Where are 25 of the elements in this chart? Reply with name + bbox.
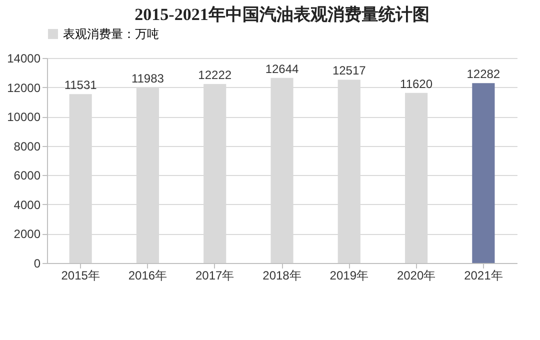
- y-tick-label: 14000: [7, 52, 41, 66]
- y-tick-label: 6000: [14, 168, 41, 183]
- data-label: 11531: [64, 78, 98, 92]
- data-label: 12644: [265, 62, 300, 76]
- x-tick-label: 2019年: [330, 268, 368, 282]
- data-label: 12517: [332, 64, 366, 78]
- x-tick-label: 2017年: [196, 268, 234, 282]
- data-label: 11620: [400, 76, 433, 91]
- data-label: 12222: [198, 68, 232, 82]
- data-label: 12282: [466, 67, 500, 82]
- x-tick-label: 2021年: [464, 268, 503, 282]
- y-tick-label: 0: [34, 256, 41, 270]
- x-tick-label: 2015年: [61, 268, 100, 282]
- x-tick-label: 2016年: [128, 268, 168, 282]
- legend-label: 表观消费量：万吨: [63, 27, 159, 41]
- x-tick-label: 2020年: [396, 268, 436, 282]
- bar: [472, 83, 495, 263]
- x-tick-label: 2018年: [262, 268, 302, 282]
- y-tick-label: 4000: [14, 198, 41, 212]
- y-tick-label: 10000: [7, 110, 41, 124]
- y-tick-label: 12000: [7, 80, 41, 95]
- y-tick-label: 8000: [14, 139, 41, 154]
- data-label: 11983: [131, 72, 164, 86]
- y-tick-label: 2000: [14, 227, 41, 242]
- chart-title: 2015-2021年中国汽油表观消费量统计图: [134, 5, 430, 24]
